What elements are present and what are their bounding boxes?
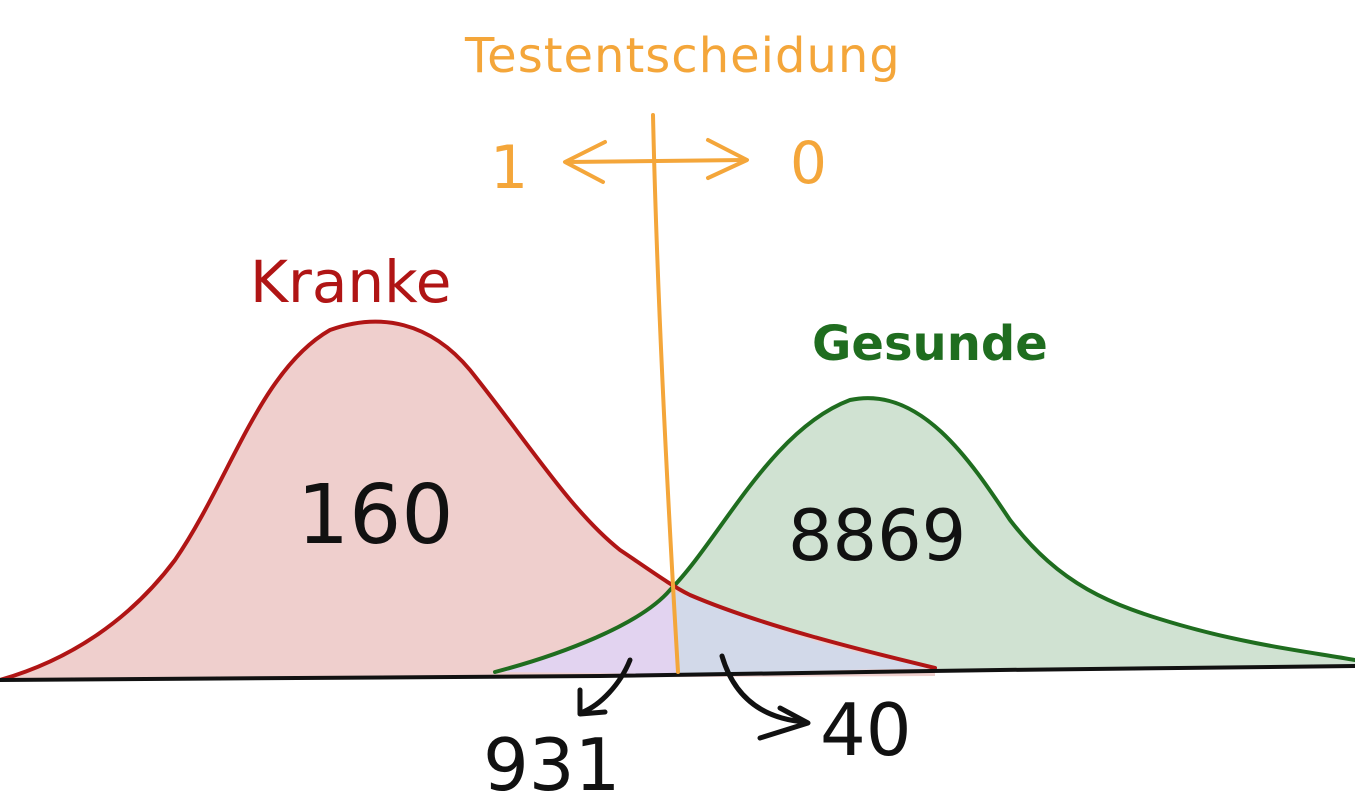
sick-distribution-curve	[0, 319, 937, 682]
diagram-title: Testentscheidung	[464, 28, 901, 84]
decision-label-negative: 0	[790, 129, 827, 197]
sick-distribution-fill	[0, 321, 935, 680]
decision-label-positive: 1	[490, 133, 528, 203]
overlap-left-count: 931	[483, 723, 620, 804]
healthy-distribution-curve	[493, 396, 1355, 674]
overlap-left-arrow	[577, 657, 633, 717]
baseline-axis	[0, 664, 1355, 682]
overlap-left-fill	[495, 590, 678, 674]
sick-count: 160	[297, 468, 454, 563]
healthy-count: 8869	[788, 495, 966, 577]
threshold-line	[651, 113, 680, 674]
overlap-right-fill	[670, 590, 935, 674]
decision-double-arrow	[563, 138, 749, 184]
healthy-group-label: Gesunde	[812, 316, 1048, 372]
overlap-right-arrow	[719, 653, 811, 741]
sick-group-label: Kranke	[250, 248, 451, 316]
overlap-right-count: 40	[820, 688, 912, 772]
